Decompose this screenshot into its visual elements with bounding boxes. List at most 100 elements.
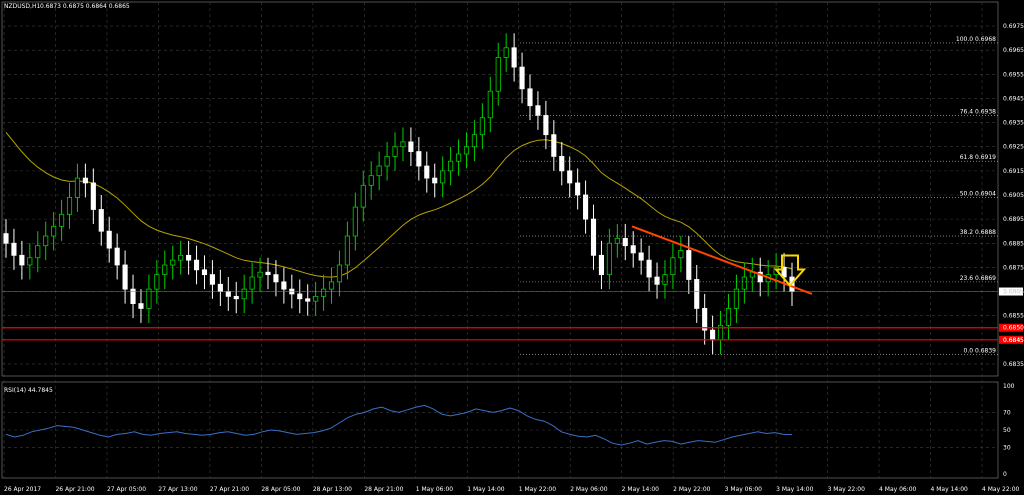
fibo-label: 76.4 0.6938 (960, 108, 996, 115)
candle-body (19, 254, 25, 266)
x-tick-label: 1 May 22:00 (519, 486, 557, 493)
candle-body (408, 141, 414, 152)
candle-body (170, 259, 176, 266)
candle-body (265, 271, 271, 276)
rsi-tick-label: 30 (1003, 445, 1011, 452)
x-tick-label: 3 May 06:00 (725, 486, 763, 493)
x-tick-label: 2 May 14:00 (622, 486, 660, 493)
support-price-tag (999, 335, 1023, 344)
candle-body (138, 303, 144, 309)
candle-body (606, 242, 612, 276)
candle-body (209, 274, 215, 285)
candle-body (535, 105, 541, 116)
candle-body (384, 155, 390, 167)
candle-body (725, 308, 732, 326)
candle-body (273, 274, 279, 283)
candle-body (98, 209, 104, 232)
candle-body (630, 245, 636, 254)
candle-body (82, 177, 88, 184)
y-tick-label: 0.6965 (1003, 47, 1024, 54)
x-tick-label: 26 Apr 21:00 (55, 486, 94, 493)
y-tick-label: 0.6945 (1003, 95, 1024, 102)
current-price-label: 0.6865 (1003, 289, 1024, 296)
candle-body (106, 230, 112, 249)
y-tick-label: 0.6845 (1003, 337, 1024, 344)
fibo-label: 100.0 0.6968 (956, 36, 996, 43)
candle-body (66, 197, 73, 215)
candle-body (368, 175, 374, 186)
y-tick-label: 0.6905 (1003, 192, 1024, 199)
candle-body (376, 165, 382, 177)
y-tick-label: 0.6885 (1003, 240, 1024, 247)
candles-layer (3, 33, 795, 355)
fibo-label: 23.6 0.6869 (960, 275, 996, 282)
candle-body (471, 134, 477, 148)
chart-header-ohlc: 0.6873 0.6875 0.6864 0.6865 (40, 3, 130, 10)
arrow-marker (773, 254, 807, 288)
candle-body (360, 184, 366, 208)
candle-body (114, 247, 120, 266)
candle-body (598, 254, 605, 276)
candle-body (487, 90, 493, 119)
candle-body (313, 295, 319, 302)
support-price-tag (999, 323, 1023, 332)
chart-header-symbol: NZDUSD,H1 (4, 3, 40, 10)
candle-body (694, 279, 700, 309)
candle-body (392, 146, 398, 157)
x-tick-label: 4 May 22:00 (982, 486, 1020, 493)
candle-body (622, 238, 628, 247)
candle-body (424, 165, 430, 179)
candle-body (122, 264, 128, 290)
candle-body (146, 288, 152, 309)
y-axis: 0.6975 0.6965 0.6955 0.6945 0.6935 0.6925 0.69… (1003, 23, 1024, 478)
candle-body (448, 160, 454, 172)
x-tick-label: 2 May 22:00 (673, 486, 711, 493)
candle-body (321, 288, 327, 297)
trendline-layer (631, 225, 813, 295)
x-tick-label: 1 May 14:00 (467, 486, 505, 493)
rsi-tick-label: 50 (1003, 427, 1011, 434)
rsi-panel (5, 404, 793, 446)
x-tick-label: 28 Apr 13:00 (313, 486, 352, 493)
candle-body (186, 254, 192, 261)
y-tick-label: 0.6895 (1003, 216, 1024, 223)
candle-body (733, 288, 739, 309)
candle-body (511, 47, 517, 68)
candle-body (590, 218, 597, 256)
candle-body (543, 114, 549, 136)
y-tick-label: 0.6855 (1003, 313, 1024, 320)
candle-body (662, 274, 668, 285)
candle-body (440, 170, 446, 184)
candle-body (646, 259, 652, 278)
support-price-label: 0.6845 (1003, 337, 1024, 344)
moving-average-layer (5, 131, 793, 278)
candle-body (3, 233, 9, 244)
x-axis: 26 Apr 2017 26 Apr 21:00 27 Apr 05:00 27 Ap… (4, 486, 1020, 493)
candle-body (201, 269, 208, 276)
fibonacci-levels: 100.0 0.6968 76.4 0.6938 61.8 0.6919 50.0 0… (520, 36, 998, 355)
candle-body (305, 298, 311, 302)
x-tick-label: 27 Apr 21:00 (210, 486, 249, 493)
candle-body (217, 283, 223, 292)
candle-body (670, 257, 676, 276)
candle-body (567, 170, 573, 184)
y-tick-label: 0.6975 (1003, 23, 1024, 30)
candle-body (678, 250, 684, 259)
candle-body (432, 177, 438, 184)
y-tick-label: 0.6865 (1003, 289, 1024, 296)
y-tick-label: 0.6875 (1003, 264, 1024, 271)
candle-body (710, 329, 716, 341)
candle-body (162, 264, 168, 276)
rsi-tick-label: 0 (1003, 471, 1007, 478)
y-tick-label: 0.6925 (1003, 144, 1024, 151)
candle-body (35, 245, 41, 259)
trendline (631, 225, 813, 295)
candle-body (27, 257, 33, 266)
candle-body (527, 88, 533, 107)
candle-body (257, 271, 263, 278)
candle-body (741, 276, 747, 290)
rsi-tick-label: 70 (1003, 409, 1011, 416)
y-tick-label: 0.6915 (1003, 168, 1024, 175)
candle-body (352, 206, 358, 237)
